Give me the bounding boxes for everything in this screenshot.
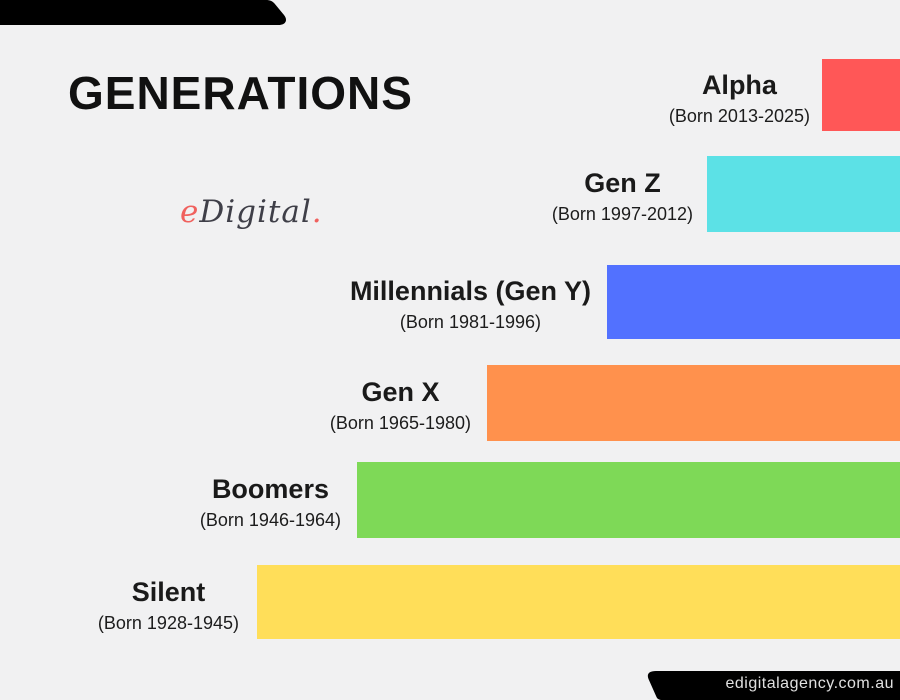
- generation-label: Gen X (Born 1965-1980): [330, 376, 471, 437]
- generation-born-range: (Born 1946-1964): [199, 510, 341, 530]
- generation-label: Boomers (Born 1946-1964): [200, 473, 341, 534]
- bottom-right-banner-shape: [647, 671, 900, 700]
- generation-bar: [257, 565, 900, 639]
- logo-dot: .: [311, 194, 323, 230]
- generation-label: Silent (Born 1928-1945): [98, 576, 239, 637]
- page-title: GENERATIONS: [68, 67, 413, 119]
- generation-name: Gen X: [361, 377, 440, 407]
- generation-bar: [357, 462, 900, 538]
- bottom-right-banner: edigitalagency.com.au: [645, 671, 900, 700]
- generation-born-range: (Born 1981-1996): [399, 312, 542, 332]
- generation-label: Alpha (Born 2013-2025): [669, 69, 810, 130]
- website-url: edigitalagency.com.au: [725, 675, 894, 692]
- generation-name: Silent: [131, 577, 206, 607]
- logo-text: Digital: [199, 194, 312, 230]
- generation-name: Boomers: [211, 474, 329, 504]
- generation-born-range: (Born 1965-1980): [329, 413, 471, 433]
- generation-label: Millennials (Gen Y) (Born 1981-1996): [350, 275, 591, 336]
- generation-bar: [607, 265, 900, 339]
- generation-born-range: (Born 1997-2012): [551, 204, 693, 224]
- top-left-banner-shape: [0, 0, 286, 25]
- generation-name: Gen Z: [584, 168, 661, 198]
- generation-born-range: (Born 2013-2025): [668, 106, 810, 126]
- generation-born-range: (Born 1928-1945): [97, 613, 239, 633]
- logo-letter-e: e: [180, 194, 200, 230]
- edigital-logo: eDigital.: [180, 194, 323, 230]
- generation-bar: [822, 59, 900, 131]
- generation-name: Alpha: [701, 70, 777, 100]
- generation-name: Millennials (Gen Y): [349, 276, 591, 306]
- generation-bar: [487, 365, 900, 441]
- generation-bar: [707, 156, 900, 232]
- generation-label: Gen Z (Born 1997-2012): [552, 167, 693, 228]
